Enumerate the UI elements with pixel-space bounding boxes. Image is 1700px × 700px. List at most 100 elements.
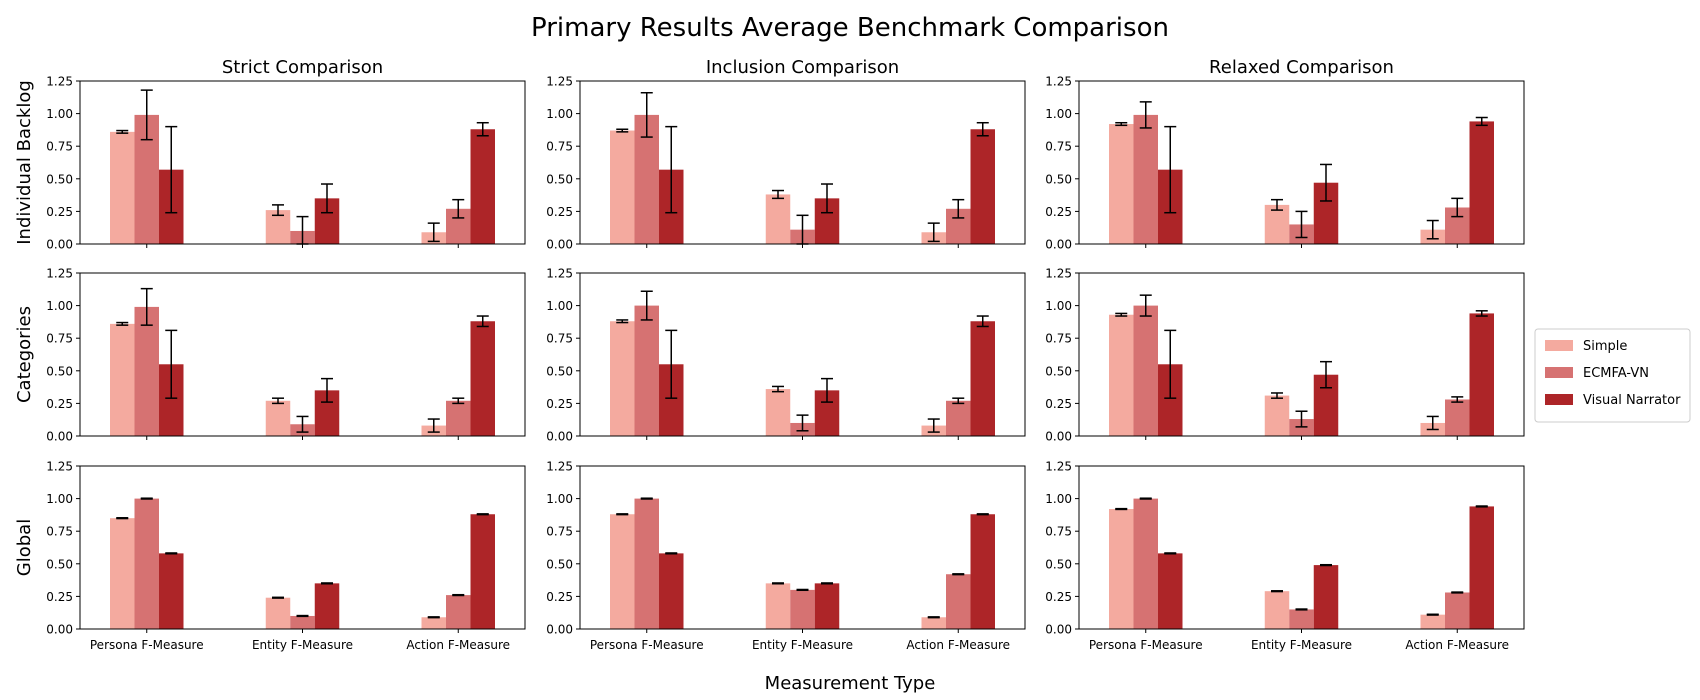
error-bar xyxy=(452,397,465,405)
y-tick-label: 0.50 xyxy=(1045,172,1072,186)
error-bar xyxy=(772,582,784,585)
panel-grid: 0.00 0.25 0.50 0.75 1.00 1.25 Strict Compariso… xyxy=(14,57,1525,652)
y-tick-label: 0.00 xyxy=(546,430,573,444)
bar xyxy=(1133,305,1158,436)
error-bar xyxy=(321,377,333,403)
x-tick-label: Persona F-Measure xyxy=(90,638,204,652)
y-tick-label: 0.00 xyxy=(46,430,73,444)
y-tick-label: 0.00 xyxy=(546,238,573,252)
bar xyxy=(921,617,946,629)
y-tick-label: 0.00 xyxy=(1045,238,1072,252)
y-tick-label: 1.25 xyxy=(546,267,573,281)
y-tick-label: 1.25 xyxy=(1045,75,1072,89)
bar xyxy=(610,514,635,629)
error-bar xyxy=(665,125,678,214)
error-bar xyxy=(1295,608,1308,611)
panel-global-inclusion-comparison: 0.00 0.25 0.50 0.75 1.00 1.25 Persona F-Measur… xyxy=(546,460,1026,652)
y-tick-label: 0.00 xyxy=(46,238,73,252)
bar xyxy=(1109,509,1134,629)
error-bar xyxy=(976,513,989,516)
y-tick-label: 0.75 xyxy=(546,140,573,154)
y-tick-label: 0.50 xyxy=(546,557,573,571)
error-bar xyxy=(140,287,153,326)
x-tick-label: Action F-Measure xyxy=(906,638,1010,652)
y-tick-label: 1.00 xyxy=(46,107,73,121)
y-tick-label: 0.75 xyxy=(46,140,73,154)
error-bar xyxy=(272,204,284,217)
bar xyxy=(1133,114,1158,245)
column-title: Strict Comparison xyxy=(222,57,383,78)
error-bar xyxy=(427,222,440,243)
error-bar xyxy=(665,552,678,555)
y-tick-label: 0.50 xyxy=(46,364,73,378)
error-bar xyxy=(1320,163,1332,202)
bar xyxy=(765,583,791,629)
error-bar xyxy=(321,582,333,585)
error-bar xyxy=(165,329,178,399)
bar xyxy=(470,129,495,244)
error-bar xyxy=(640,290,653,321)
error-bar xyxy=(772,385,784,393)
error-bar xyxy=(821,377,833,403)
error-bar xyxy=(952,198,965,219)
error-bar xyxy=(116,321,129,326)
row-label: Individual Backlog xyxy=(14,80,35,245)
y-tick-label: 0.75 xyxy=(1045,140,1072,154)
error-bar xyxy=(1164,552,1177,555)
error-bar xyxy=(476,121,489,137)
error-bar xyxy=(1426,415,1439,431)
legend-item-visual-narrator: Visual Narrator xyxy=(1545,393,1681,408)
legend: Simple ECMFA-VN Visual Narrator xyxy=(1534,328,1691,423)
error-bar xyxy=(321,183,333,214)
bar xyxy=(1133,498,1158,629)
legend-item-simple: Simple xyxy=(1545,339,1627,354)
column-title: Relaxed Comparison xyxy=(1209,57,1394,78)
bar xyxy=(265,597,291,629)
bar xyxy=(1289,609,1314,629)
bar xyxy=(765,389,791,436)
error-bar xyxy=(821,183,833,214)
error-bar xyxy=(927,418,940,433)
y-tick-label: 0.75 xyxy=(46,332,73,346)
error-bar xyxy=(165,125,178,214)
y-tick-label: 0.25 xyxy=(46,590,73,604)
error-bar xyxy=(976,315,989,328)
y-tick-label: 1.25 xyxy=(1045,267,1072,281)
bar xyxy=(970,514,995,629)
x-tick-label: Persona F-Measure xyxy=(590,638,704,652)
legend-swatch xyxy=(1545,394,1573,405)
y-tick-label: 0.50 xyxy=(46,557,73,571)
bar xyxy=(790,589,815,629)
y-tick-label: 0.50 xyxy=(546,364,573,378)
bar xyxy=(470,514,495,629)
panel-categories-inclusion-comparison: 0.00 0.25 0.50 0.75 1.00 1.25 xyxy=(546,267,1026,444)
bar xyxy=(814,583,840,629)
y-tick-label: 0.00 xyxy=(546,623,573,637)
error-bar xyxy=(1115,312,1128,317)
error-bar xyxy=(116,129,129,134)
bar xyxy=(1469,506,1494,629)
error-bar xyxy=(1475,310,1488,317)
bar xyxy=(1420,614,1445,629)
bar xyxy=(946,574,971,629)
x-tick-label: Entity F-Measure xyxy=(252,638,353,652)
error-bar xyxy=(427,616,440,619)
error-bar xyxy=(616,319,629,324)
error-bar xyxy=(1320,360,1332,389)
y-tick-label: 0.75 xyxy=(546,525,573,539)
bar xyxy=(1264,591,1290,629)
error-bar xyxy=(952,397,965,405)
x-tick-label: Entity F-Measure xyxy=(752,638,853,652)
bar xyxy=(1158,553,1183,629)
y-tick-label: 0.75 xyxy=(46,525,73,539)
x-tick-label: Action F-Measure xyxy=(1405,638,1509,652)
error-bar xyxy=(952,573,965,576)
panel-individual-backlog-inclusion-comparison: 0.00 0.25 0.50 0.75 1.00 1.25 Inclusion Compar… xyxy=(546,57,1026,252)
error-bar xyxy=(140,89,153,141)
error-bar xyxy=(640,497,653,500)
y-tick-label: 1.25 xyxy=(46,267,73,281)
error-bar xyxy=(116,517,129,520)
error-bar xyxy=(1271,198,1283,211)
y-tick-label: 1.25 xyxy=(46,460,73,474)
panel-individual-backlog-relaxed-comparison: 0.00 0.25 0.50 0.75 1.00 1.25 Relaxed Comparis… xyxy=(1045,57,1525,252)
